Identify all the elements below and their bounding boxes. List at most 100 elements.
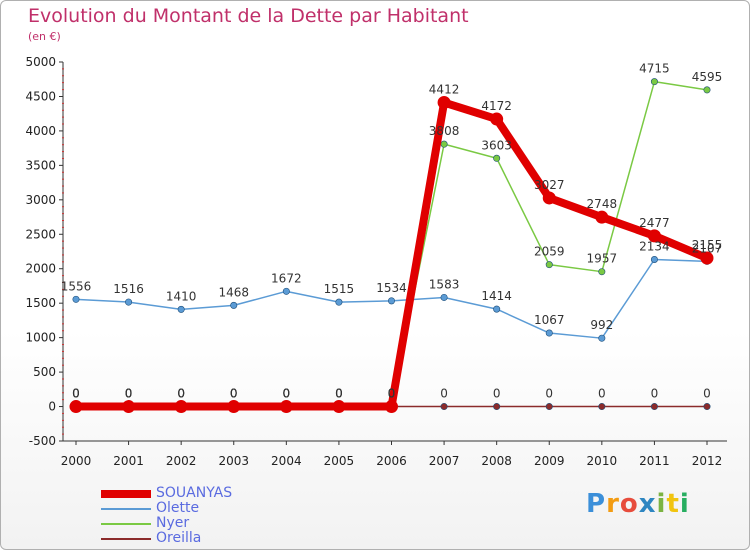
data-point xyxy=(332,400,346,414)
data-label: 2155 xyxy=(692,238,723,252)
data-point xyxy=(72,295,80,303)
data-point xyxy=(650,403,658,411)
data-label: 0 xyxy=(230,387,238,401)
data-label: 0 xyxy=(283,387,291,401)
data-label: 2134 xyxy=(639,239,670,253)
data-point xyxy=(703,403,711,411)
x-tick-label: 2006 xyxy=(376,454,407,468)
x-tick-label: 2008 xyxy=(481,454,512,468)
data-label: 1672 xyxy=(271,271,302,285)
y-tick-label: 4500 xyxy=(25,89,56,103)
data-label: 4595 xyxy=(692,70,723,84)
legend-label: Nyer xyxy=(156,515,190,531)
data-label: 2477 xyxy=(639,216,670,230)
x-tick-label: 2010 xyxy=(587,454,618,468)
data-point xyxy=(177,305,185,313)
data-label: 0 xyxy=(335,387,343,401)
data-point xyxy=(493,403,501,411)
data-label: 0 xyxy=(388,387,396,401)
x-tick-label: 2000 xyxy=(61,454,92,468)
data-label: 1468 xyxy=(218,285,249,299)
logo-letter: P xyxy=(586,489,607,519)
data-point xyxy=(440,140,448,148)
data-point xyxy=(279,400,293,414)
y-tick-label: 1000 xyxy=(25,331,56,345)
y-tick-label: 1500 xyxy=(25,296,56,310)
data-label: 4715 xyxy=(639,62,670,76)
logo-letter: o xyxy=(619,489,639,519)
legend-swatch xyxy=(101,490,151,498)
data-point xyxy=(703,86,711,94)
x-tick-label: 2011 xyxy=(639,454,670,468)
y-tick-label: 5000 xyxy=(25,55,56,69)
data-label: 0 xyxy=(125,387,133,401)
data-point xyxy=(598,334,606,342)
legend-label: Oreilla xyxy=(156,530,202,546)
y-tick-label: 500 xyxy=(33,365,56,379)
data-point xyxy=(650,255,658,263)
y-tick-label: -500 xyxy=(29,434,56,448)
legend-label: Olette xyxy=(156,500,200,516)
data-point xyxy=(282,287,290,295)
data-label: 0 xyxy=(177,387,185,401)
x-tick-label: 2001 xyxy=(113,454,144,468)
data-point xyxy=(647,229,661,243)
data-point xyxy=(387,297,395,305)
data-point xyxy=(227,400,241,414)
data-label: 1410 xyxy=(166,289,197,303)
data-label: 2107 xyxy=(692,241,723,255)
data-label: 4172 xyxy=(481,99,512,113)
y-tick-label: 3500 xyxy=(25,158,56,172)
data-label: 0 xyxy=(230,387,238,401)
data-label: 1556 xyxy=(61,279,92,293)
data-point xyxy=(598,403,606,411)
data-label: 1957 xyxy=(587,252,618,266)
data-label: 0 xyxy=(388,387,396,401)
y-tick-label: 3000 xyxy=(25,193,56,207)
x-tick-label: 2005 xyxy=(324,454,355,468)
logo-letter: x xyxy=(638,489,657,519)
data-label: 0 xyxy=(651,387,659,401)
data-label: 2748 xyxy=(587,197,618,211)
data-label: 1414 xyxy=(481,289,512,303)
legend-swatch xyxy=(101,538,151,540)
data-point xyxy=(700,251,714,265)
data-label: 1515 xyxy=(324,282,355,296)
chart-title: Evolution du Montant de la Dette par Hab… xyxy=(28,5,469,27)
data-point xyxy=(650,78,658,86)
logo-letter: r xyxy=(606,489,620,519)
data-point xyxy=(598,268,606,276)
data-point xyxy=(545,403,553,411)
data-point xyxy=(122,400,136,414)
chart-unit: (en €) xyxy=(28,30,61,43)
data-label: 0 xyxy=(177,387,185,401)
x-tick-label: 2012 xyxy=(692,454,723,468)
data-label: 3808 xyxy=(429,124,460,138)
y-tick-label: 4000 xyxy=(25,124,56,138)
x-tick-label: 2004 xyxy=(271,454,302,468)
x-tick-label: 2009 xyxy=(534,454,565,468)
data-label: 0 xyxy=(545,387,553,401)
legend-label: SOUANYAS xyxy=(156,485,233,501)
proxiti-logo: Proxiti xyxy=(586,489,690,519)
data-point xyxy=(490,112,504,126)
data-point xyxy=(542,191,556,205)
data-point xyxy=(437,96,451,110)
data-label: 1583 xyxy=(429,277,460,291)
data-label: 0 xyxy=(72,387,80,401)
legend-swatch xyxy=(101,508,151,510)
data-label: 2059 xyxy=(534,245,565,259)
data-point xyxy=(174,400,188,414)
data-label: 4412 xyxy=(429,83,460,97)
data-point xyxy=(230,301,238,309)
data-label: 3603 xyxy=(481,138,512,152)
y-tick-label: 2000 xyxy=(25,262,56,276)
data-label: 0 xyxy=(440,387,448,401)
data-label: 0 xyxy=(493,387,501,401)
data-label: 992 xyxy=(590,318,613,332)
data-point xyxy=(545,329,553,337)
data-label: 0 xyxy=(72,387,80,401)
x-tick-label: 2002 xyxy=(166,454,197,468)
